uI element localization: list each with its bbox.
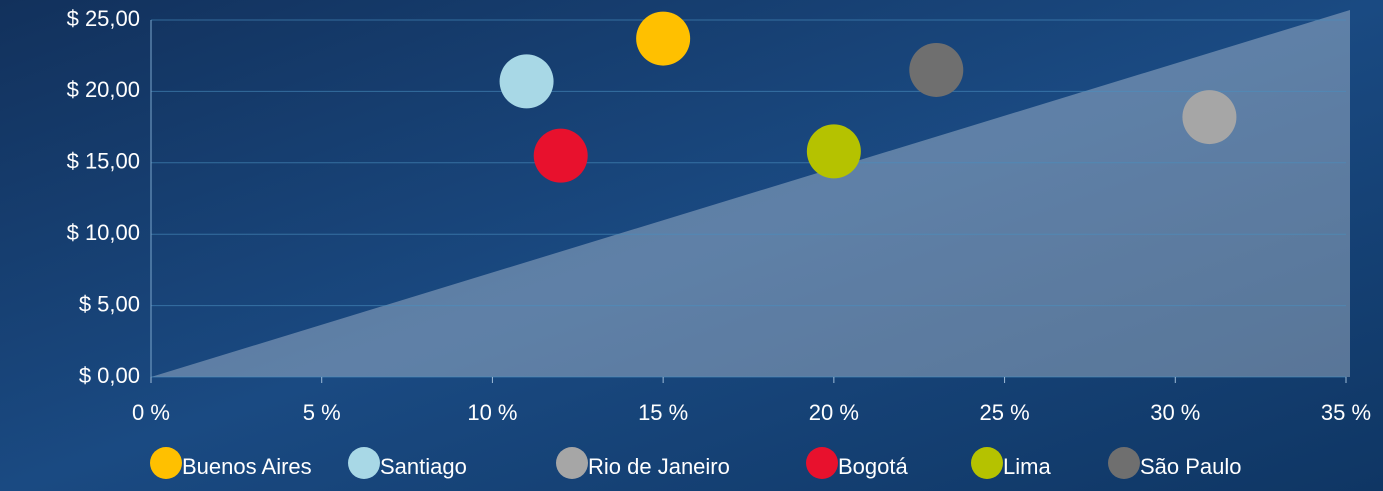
x-tick-label: 15 % — [638, 400, 688, 425]
chart: $ 0,00 $ 5,00 $ 10,00 $ 15,00 $ 20,00 $ 25,00… — [0, 0, 1383, 491]
legend-label: Buenos Aires — [182, 454, 312, 479]
point — [534, 129, 588, 183]
legend-marker — [971, 447, 1003, 479]
point — [807, 124, 861, 178]
x-tick-label: 30 % — [1150, 400, 1200, 425]
y-tick-label: $ 20,00 — [67, 77, 140, 102]
x-tick-label: 25 % — [979, 400, 1029, 425]
legend-marker — [150, 447, 182, 479]
legend-marker — [556, 447, 588, 479]
legend-label: São Paulo — [1140, 454, 1242, 479]
point — [909, 43, 963, 97]
legend-label: Bogotá — [838, 454, 908, 479]
point — [636, 12, 690, 66]
legend-marker — [1108, 447, 1140, 479]
y-tick-label: $ 10,00 — [67, 220, 140, 245]
point — [500, 54, 554, 108]
legend-label: Rio de Janeiro — [588, 454, 730, 479]
legend-label: Santiago — [380, 454, 467, 479]
y-tick-label: $ 0,00 — [79, 363, 140, 388]
y-tick-label: $ 15,00 — [67, 149, 140, 174]
x-tick-label: 5 % — [303, 400, 341, 425]
x-tick-label: 35 % — [1321, 400, 1371, 425]
y-tick-label: $ 5,00 — [79, 291, 140, 316]
legend-marker — [806, 447, 838, 479]
point — [1182, 90, 1236, 144]
x-tick-label: 20 % — [809, 400, 859, 425]
x-tick-label: 10 % — [467, 400, 517, 425]
x-tick-label: 0 % — [132, 400, 170, 425]
y-tick-label: $ 25,00 — [67, 6, 140, 31]
legend-label: Lima — [1003, 454, 1051, 479]
legend-marker — [348, 447, 380, 479]
